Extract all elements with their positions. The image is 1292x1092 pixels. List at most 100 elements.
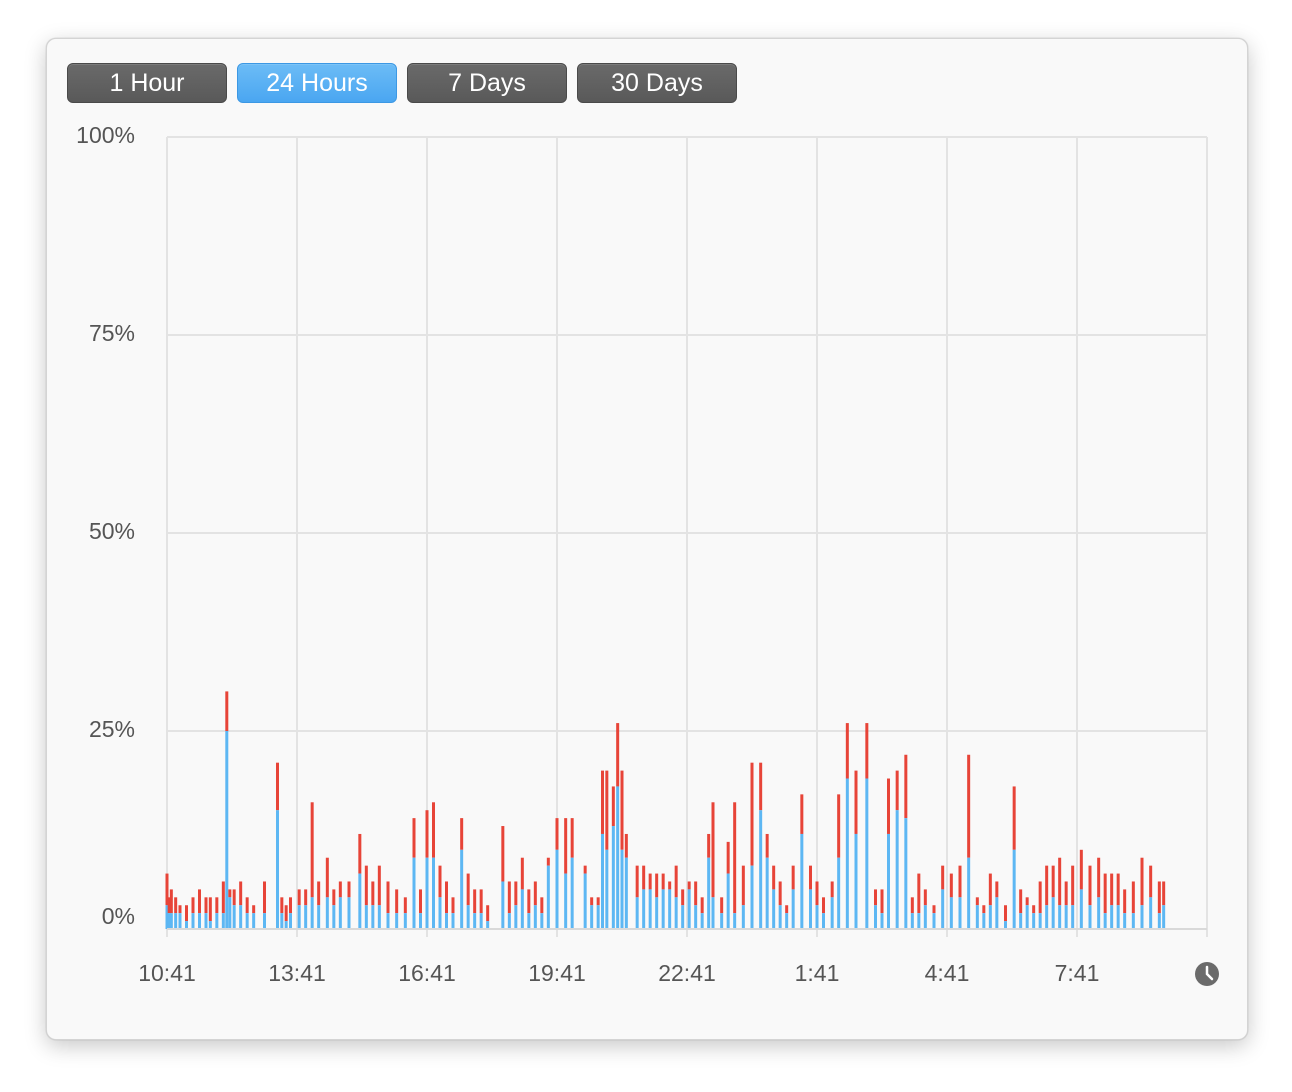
blue-bar-segment xyxy=(1025,905,1029,929)
red-bar-segment xyxy=(501,826,505,882)
red-bar-segment xyxy=(371,881,375,906)
blue-bar-segment xyxy=(700,913,704,929)
red-bar-segment xyxy=(822,897,825,914)
red-bar-segment xyxy=(785,905,789,914)
red-bar-segment xyxy=(874,889,877,906)
blue-bar-segment xyxy=(514,905,518,929)
red-bar-segment xyxy=(245,897,249,914)
red-bar-segment xyxy=(208,897,212,922)
red-bar-segment xyxy=(687,881,691,890)
red-bar-segment xyxy=(174,897,178,914)
red-bar-segment xyxy=(276,762,279,811)
red-bar-segment xyxy=(325,857,329,898)
blue-bar-segment xyxy=(555,849,559,929)
range-7-days-button[interactable]: 7 Days xyxy=(407,63,567,103)
red-bar-segment xyxy=(167,897,171,914)
red-bar-segment xyxy=(681,889,685,906)
x-tick-label: 10:41 xyxy=(138,960,196,986)
red-bar-segment xyxy=(1071,865,1075,906)
clock-icon[interactable] xyxy=(1195,962,1219,986)
blue-bar-segment xyxy=(412,857,416,929)
red-bar-segment xyxy=(1038,881,1042,914)
blue-bar-segment xyxy=(785,913,789,929)
x-tick-label: 4:41 xyxy=(925,960,970,986)
blue-bar-segment xyxy=(895,810,899,929)
range-24-hours-button[interactable]: 24 Hours xyxy=(237,63,397,103)
red-bar-segment xyxy=(1110,873,1114,906)
red-bar-segment xyxy=(982,905,986,914)
blue-bar-segment xyxy=(642,889,646,929)
blue-bar-segment xyxy=(546,865,550,929)
blue-bar-segment xyxy=(605,849,609,929)
blue-bar-segment xyxy=(741,905,745,929)
blue-bar-segment xyxy=(720,913,724,929)
blue-bar-segment xyxy=(169,913,173,929)
blue-bar-segment xyxy=(419,913,422,929)
blue-bar-segment xyxy=(386,913,390,929)
red-bar-segment xyxy=(668,881,672,890)
blue-bar-segment xyxy=(791,889,795,929)
red-bar-segment xyxy=(967,754,971,858)
blue-bar-segment xyxy=(904,818,908,929)
blue-bar-segment xyxy=(830,897,834,929)
red-bar-segment xyxy=(395,889,399,914)
red-bar-segment xyxy=(445,881,448,914)
range-1-hour-button[interactable]: 1 Hour xyxy=(67,63,227,103)
x-tick-label: 7:41 xyxy=(1055,960,1100,986)
blue-bar-segment xyxy=(527,913,531,929)
red-bar-segment xyxy=(596,897,600,906)
blue-bar-segment xyxy=(1157,913,1161,929)
red-bar-segment xyxy=(191,897,195,914)
blue-bar-segment xyxy=(451,913,455,929)
blue-bar-segment xyxy=(445,913,448,929)
blue-bar-segment xyxy=(425,857,429,929)
red-bar-segment xyxy=(932,905,936,914)
red-bar-segment xyxy=(438,865,442,898)
red-bar-segment xyxy=(403,897,407,914)
blue-bar-segment xyxy=(800,833,804,929)
x-tick-label: 22:41 xyxy=(658,960,716,986)
red-bar-segment xyxy=(284,905,288,922)
red-bar-segment xyxy=(358,833,362,874)
red-bar-segment xyxy=(941,865,945,890)
time-range-selector: 1 Hour 24 Hours 7 Days 30 Days xyxy=(67,63,737,103)
y-tick-label: 25% xyxy=(89,716,135,742)
blue-bar-segment xyxy=(304,905,308,929)
blue-bar-segment xyxy=(661,889,665,929)
red-bar-segment xyxy=(486,905,490,922)
blue-bar-segment xyxy=(276,810,279,929)
blue-bar-segment xyxy=(1079,889,1083,929)
red-bar-segment xyxy=(317,881,321,906)
blue-bar-segment xyxy=(507,913,511,929)
red-bar-segment xyxy=(546,857,550,866)
blue-bar-segment xyxy=(772,889,776,929)
blue-bar-segment xyxy=(854,833,858,929)
red-bar-segment xyxy=(1064,881,1068,906)
red-bar-segment xyxy=(917,873,921,914)
red-bar-segment xyxy=(661,873,665,890)
blue-bar-segment xyxy=(1110,905,1114,929)
red-bar-segment xyxy=(694,881,698,906)
red-bar-segment xyxy=(975,897,979,906)
blue-bar-segment xyxy=(479,913,483,929)
red-bar-segment xyxy=(1103,873,1107,914)
blue-bar-segment xyxy=(167,913,171,929)
blue-bar-segment xyxy=(460,849,464,929)
red-bar-segment xyxy=(958,865,962,898)
blue-bar-segment xyxy=(520,889,524,929)
range-30-days-button[interactable]: 30 Days xyxy=(577,63,737,103)
blue-bar-segment xyxy=(601,833,604,929)
red-bar-segment xyxy=(252,905,256,914)
blue-bar-segment xyxy=(917,913,921,929)
red-bar-segment xyxy=(904,754,908,819)
red-bar-segment xyxy=(711,802,715,898)
y-tick-label: 75% xyxy=(89,320,135,346)
blue-bar-segment xyxy=(438,897,442,929)
blue-bar-segment xyxy=(590,905,594,929)
blue-bar-segment xyxy=(358,873,362,929)
blue-bar-segment xyxy=(178,913,182,929)
blue-bar-segment xyxy=(245,913,249,929)
blue-bar-segment xyxy=(822,913,825,929)
red-bar-segment xyxy=(169,889,173,914)
blue-bar-segment xyxy=(687,889,691,929)
